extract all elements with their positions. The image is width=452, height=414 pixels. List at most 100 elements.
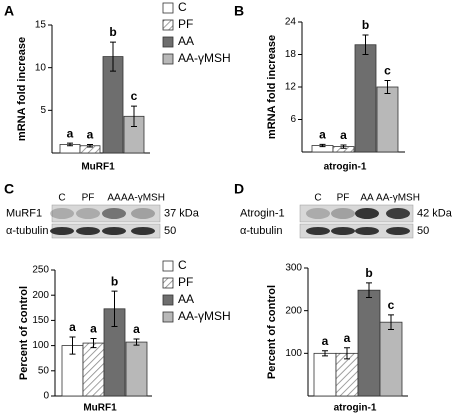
blot-size: 42 kDa [417, 207, 452, 219]
bar [379, 321, 403, 397]
blot-band [306, 227, 330, 235]
bar [376, 86, 399, 153]
bar [354, 44, 377, 153]
blot-label: α-tubulin [6, 225, 48, 237]
y-tick-label: 12 [285, 82, 297, 93]
y-tick-label: 200 [285, 305, 302, 316]
bar [313, 352, 337, 397]
significance-letter: a [87, 128, 94, 142]
blot-band [131, 208, 155, 219]
significance-letter: a [340, 128, 347, 142]
blot-size: 50 [164, 225, 176, 237]
blot-label: MuRF1 [6, 207, 42, 219]
error-bar [362, 34, 369, 55]
legend-swatch [162, 294, 174, 306]
panel-label: D [234, 181, 244, 197]
lane-label: AA-γMSH [121, 193, 165, 204]
bar [125, 341, 148, 397]
error-bar [388, 314, 394, 330]
significance-letter: b [365, 266, 372, 280]
blot-size: 50 [417, 225, 429, 237]
lane-label: PF [337, 193, 350, 204]
x-tick-label: MuRF1 [83, 403, 117, 414]
significance-letter: c [384, 64, 391, 78]
y-tick-label: 0 [43, 391, 49, 402]
x-tick-label: MuRF1 [81, 162, 115, 173]
y-tick-label: 6 [290, 114, 296, 125]
significance-letter: a [322, 334, 329, 348]
significance-letter: c [388, 298, 395, 312]
y-tick-label: 15 [35, 20, 47, 31]
legend-label: C [178, 0, 187, 14]
y-tick-label: 250 [32, 265, 49, 276]
legend-swatch [162, 19, 174, 31]
error-bar [131, 105, 137, 128]
y-tick-label: 5 [40, 105, 46, 116]
bar [335, 352, 359, 397]
lane-label: C [58, 193, 65, 204]
x-tick-label: atrogin-1 [324, 162, 367, 173]
blot-band [131, 227, 155, 235]
blot-band [306, 208, 330, 219]
y-tick-label: 18 [285, 49, 297, 60]
legend-swatch [162, 277, 174, 289]
error-bar [366, 282, 372, 298]
y-axis-label: mRNA fold increase [266, 35, 278, 139]
bar [82, 342, 105, 397]
significance-letter: a [69, 320, 76, 334]
y-tick-label: 150 [32, 315, 49, 326]
legend-label: AA [178, 34, 194, 48]
blot-band [355, 227, 379, 235]
error-bar [69, 336, 76, 355]
legend-label: C [178, 258, 187, 272]
significance-letter: a [319, 128, 326, 142]
lane-label: PF [82, 193, 95, 204]
significance-letter: b [109, 25, 116, 39]
blot-band [331, 227, 355, 235]
significance-letter: a [90, 322, 97, 336]
y-tick-label: 100 [32, 340, 49, 351]
legend-label: AA-γMSH [178, 51, 231, 65]
legend-swatch [162, 2, 174, 14]
lane-label: AA-γMSH [376, 193, 420, 204]
error-bar [322, 350, 328, 357]
blot-band [331, 208, 355, 219]
blot-label: α-tubulin [240, 225, 282, 237]
lane-label: AA [360, 193, 374, 204]
blot-band [76, 208, 100, 219]
blot-band [76, 227, 100, 235]
error-bar [384, 80, 391, 94]
y-tick-label: 100 [285, 348, 302, 359]
panel-label: C [4, 181, 14, 197]
legend-label: PF [178, 275, 193, 289]
y-axis-label: Percent of control [18, 286, 30, 380]
error-bar [90, 338, 97, 349]
lane-label: C [314, 193, 321, 204]
significance-letter: a [344, 331, 351, 345]
blot-band [50, 227, 74, 235]
blot-band [50, 208, 74, 219]
error-bar [133, 338, 140, 346]
y-tick-label: 300 [285, 263, 302, 274]
error-bar [340, 144, 347, 149]
blot-band [102, 227, 126, 235]
blot-band [355, 208, 379, 219]
legend-label: AA-γMSH [178, 309, 231, 323]
blot-label: Atrogin-1 [240, 207, 285, 219]
legend-label: AA [178, 292, 194, 306]
panel-label: A [4, 3, 14, 19]
y-tick-label: 10 [35, 62, 47, 73]
error-bar [110, 41, 116, 72]
error-bar [87, 143, 93, 148]
legend-swatch [162, 260, 174, 272]
significance-letter: b [111, 274, 118, 288]
legend-swatch [162, 53, 174, 65]
y-tick-label: 50 [38, 365, 50, 376]
significance-letter: b [362, 18, 369, 32]
blot-size: 37 kDa [164, 207, 200, 219]
x-tick-label: atrogin-1 [334, 403, 377, 414]
y-tick-label: 200 [32, 290, 49, 301]
error-bar [67, 142, 73, 147]
blot-band [386, 227, 410, 235]
